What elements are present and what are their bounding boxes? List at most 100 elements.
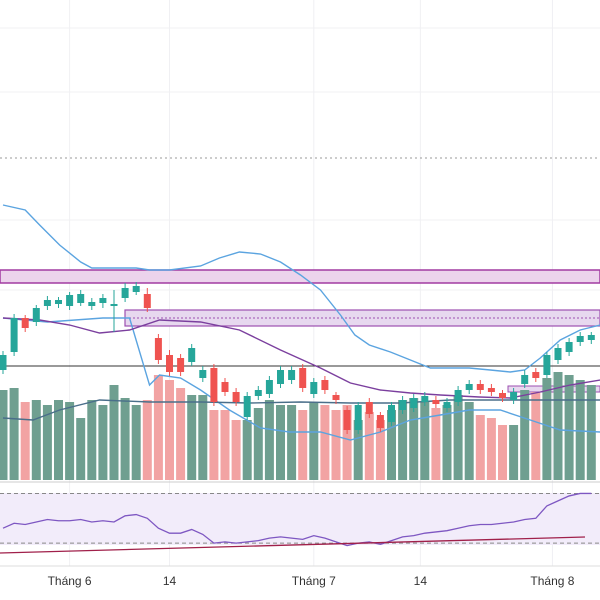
candle-body [499,393,506,398]
candle-body [221,382,229,392]
candle-body [354,405,362,430]
candle-body [132,286,140,292]
candle-body [310,382,318,394]
candle-body [454,390,462,402]
volume-bar [442,405,452,480]
candle-body [199,370,207,378]
x-tick-label: Tháng 8 [530,574,574,588]
candle-body [154,338,162,360]
volume-bar [209,410,219,480]
x-tick-label: 14 [414,574,428,588]
volume-bar [120,398,130,480]
indicator-line [2,399,600,421]
volume-bar [464,402,474,480]
candle-body [10,318,18,352]
volume-bar [520,390,530,480]
volume-bar [31,400,41,480]
candle-body [21,318,29,328]
volume-bar [420,402,430,480]
volume-bar [320,405,330,480]
candle-body [365,402,373,414]
volume-bar [76,418,86,480]
volume-bar [165,380,174,480]
candle-body [32,308,40,322]
volume-bar [42,405,52,480]
volume-bar [498,425,507,480]
volume-bar [153,375,163,480]
candle-body [399,400,407,410]
indicator-line [2,317,600,441]
volume-bar [553,372,563,480]
candle-body [88,302,96,306]
volume-bar [564,375,574,480]
volume-bar [431,408,441,480]
candle-body [288,370,296,380]
volume-bar [331,410,341,480]
zone [0,269,600,284]
candle-body [332,395,340,400]
candle-body [277,370,284,384]
candle-body [232,392,240,402]
volume-bar [342,405,352,480]
candle-body [443,402,451,408]
candle-body [543,355,551,375]
volume-bar [187,395,197,480]
volume-bar [65,402,75,480]
candle-body [299,368,307,388]
candle-body [343,410,351,430]
volume-bar [54,400,63,480]
volume-bar [298,410,308,480]
marks [0,204,600,547]
volume-bar [176,388,186,480]
volume-bar [509,425,519,480]
candle-body [143,294,151,308]
candle-body [0,355,7,370]
candle-body [188,348,196,362]
candle-body [554,348,562,360]
candle-body [121,288,129,298]
volume-bar [253,408,263,480]
rsi-band [0,493,600,545]
candle-body [166,355,173,372]
x-tick-label: Tháng 6 [48,574,92,588]
candle-body [532,372,540,378]
volume-bar [264,400,274,480]
volume-bar [242,420,252,480]
candle-body [476,384,484,390]
volume-bar [586,385,596,480]
volume-bar [353,420,363,480]
volume-bar [9,388,19,480]
candle-body [66,295,74,306]
volume-bar [109,385,119,480]
candle-body [177,358,185,372]
candle-body [99,298,107,303]
volume-bar [309,402,319,480]
volume-bar [131,405,141,480]
candle-body [265,380,273,394]
candle-body [321,380,329,390]
candle-body [55,300,62,304]
candle-body [254,390,262,396]
volume-bar [475,415,485,480]
candle-body [43,300,51,306]
volume-bar [276,405,285,480]
candle-body [376,415,384,428]
volume-bar [98,405,108,480]
candle-body [210,368,218,402]
volume-bar [87,400,97,480]
volume-bar [142,400,152,480]
volume-bar [486,418,496,480]
rsi-line [2,492,592,547]
candle-body [487,388,495,392]
candle-body [243,396,251,417]
candle-body [410,398,418,408]
candle-body [587,335,595,340]
volume-bar [575,380,585,480]
volume-bar [220,410,230,480]
x-tick-label: Tháng 7 [292,574,336,588]
volume-bar [231,420,241,480]
candle-body [110,304,118,306]
candle-body [77,294,85,303]
volume-bar [453,395,463,480]
